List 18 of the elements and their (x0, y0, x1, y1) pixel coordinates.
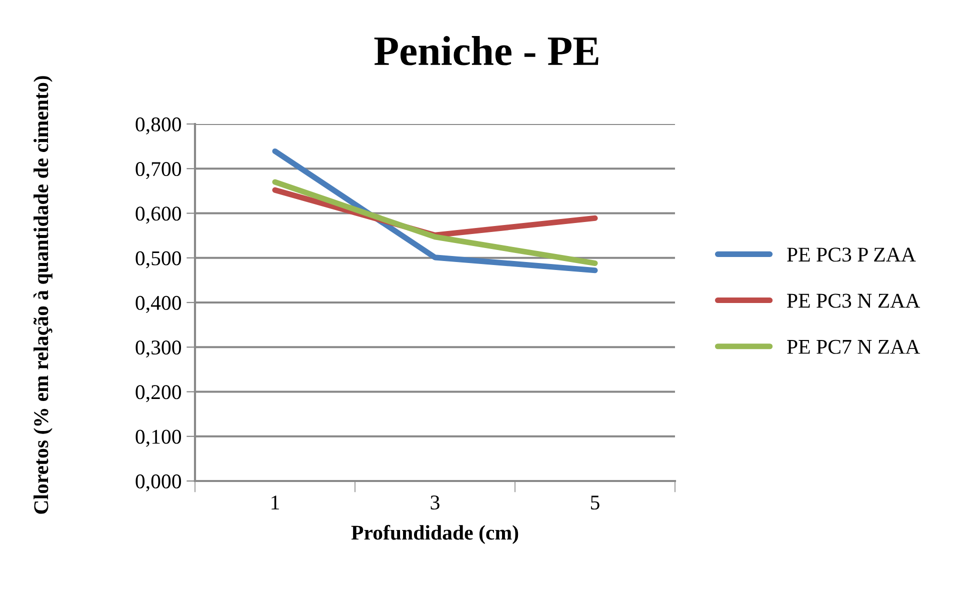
y-tick-label: 0,700 (136, 162, 182, 180)
y-tick-label: 0,600 (136, 206, 182, 224)
y-tick-label: 0,800 (136, 117, 182, 134)
x-tick-label: 1 (272, 496, 279, 510)
legend-label: PE PC3 P ZAA (787, 248, 916, 262)
y-tick-label: 0,500 (136, 251, 182, 268)
y-tick-label: 0,300 (136, 340, 182, 358)
y-tick-label: 0,100 (136, 430, 182, 447)
y-tick-label: 0,400 (136, 296, 182, 313)
legend-label: PE PC3 N ZAA (787, 294, 920, 308)
legend-label: PE PC7 N ZAA (787, 340, 920, 354)
chart-title: Peniche - PE (374, 36, 598, 66)
y-axis-title: Cloretos (% em relação à quantidade de cimento) (34, 76, 52, 514)
x-axis-title: Profundidade (cm) (351, 524, 518, 544)
x-tick-label: 5 (591, 496, 600, 510)
y-tick-label: 0,200 (136, 385, 182, 402)
y-tick-label: 0,000 (136, 474, 182, 492)
x-tick-label: 3 (430, 496, 440, 510)
